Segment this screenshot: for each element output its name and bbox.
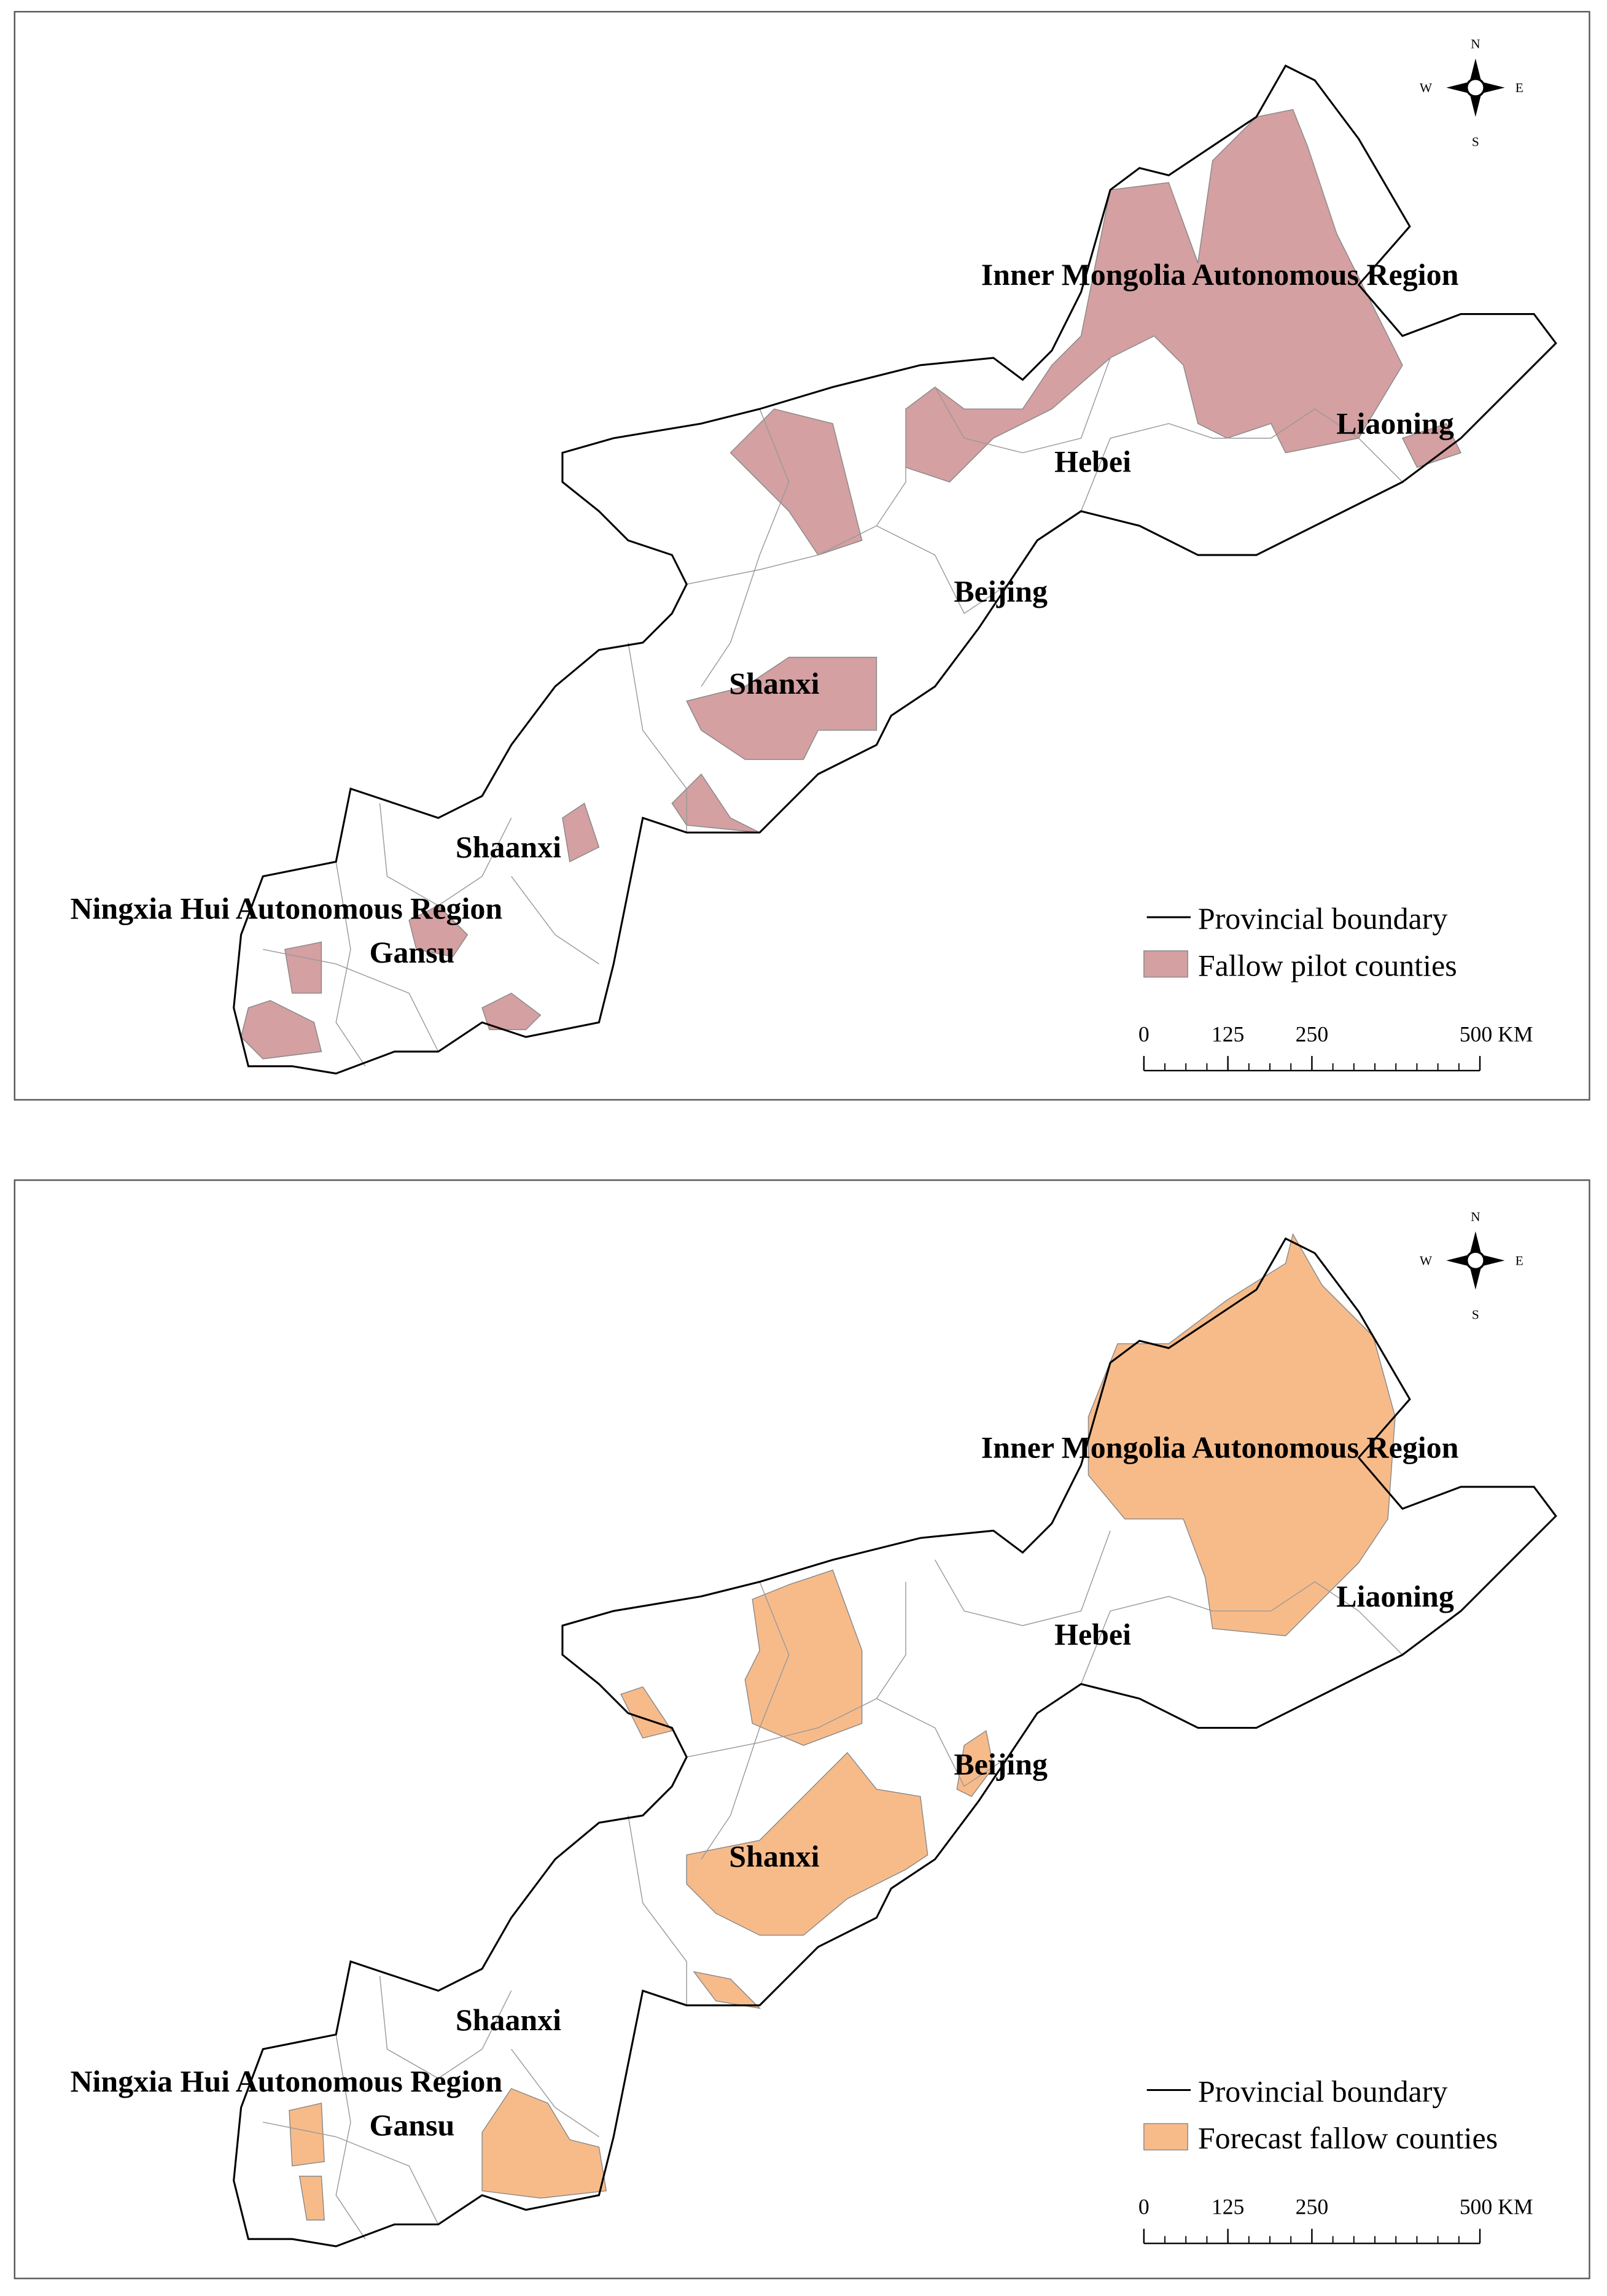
county-highlight	[620, 1686, 673, 1739]
county-highlight	[289, 2103, 325, 2167]
compass-letter: E	[1516, 1253, 1523, 1268]
legend-label: Provincial boundary	[1198, 2074, 1448, 2109]
scale-label: 250	[1296, 1022, 1329, 1046]
compass-center	[1465, 77, 1485, 98]
county-boundary	[876, 525, 1008, 615]
compass-letter: N	[1471, 1209, 1480, 1224]
province-label: Shanxi	[729, 666, 819, 700]
county-boundary	[379, 1976, 512, 2079]
county-boundary	[934, 357, 1111, 454]
county-boundary	[628, 642, 687, 833]
legend-label: Provincial boundary	[1198, 901, 1448, 936]
province-label: Gansu	[369, 2108, 454, 2142]
legend-swatch	[1143, 950, 1188, 978]
county-highlight	[408, 905, 469, 958]
county-highlight	[693, 1971, 761, 2009]
county-boundary	[876, 1698, 1008, 1787]
county-boundary	[628, 1815, 687, 2006]
county-highlight	[686, 656, 877, 760]
province-label: Shaanxi	[456, 830, 561, 864]
province-label: Inner Mongolia Autonomous Region	[981, 257, 1459, 292]
province-label: Liaoning	[1336, 406, 1454, 441]
county-boundary	[335, 2034, 366, 2240]
scale-label: 125	[1212, 2195, 1245, 2219]
county-highlight	[562, 802, 600, 863]
province-label: Hebei	[1054, 1617, 1131, 1651]
county-highlight	[284, 941, 322, 994]
scale-label: 500 KM	[1460, 1022, 1533, 1046]
county-boundary	[934, 1530, 1111, 1626]
province-label: Hebei	[1054, 444, 1131, 478]
map-body: Inner Mongolia Autonomous Region Liaoning…	[70, 1233, 1557, 2248]
county-highlight	[481, 992, 542, 1031]
county-boundary	[701, 1581, 790, 1860]
scale-label: 125	[1212, 1022, 1245, 1046]
scale-label: 500 KM	[1460, 2195, 1533, 2219]
county-boundary	[511, 876, 599, 964]
legend-label: Forecast fallow counties	[1198, 2121, 1498, 2155]
province-label: Ningxia Hui Autonomous Region	[70, 891, 502, 925]
province-label: Gansu	[369, 935, 454, 969]
scale-label: 250	[1296, 2195, 1329, 2219]
compass-letter: S	[1472, 134, 1479, 149]
county-boundary	[379, 803, 512, 906]
province-label: Ningxia Hui Autonomous Region	[70, 2064, 502, 2098]
legend-swatch	[1143, 2123, 1188, 2151]
county-boundary	[687, 409, 906, 585]
provincial-boundary	[233, 1237, 1557, 2248]
map-panel: Inner Mongolia Autonomous Region Liaoning…	[14, 10, 1590, 1101]
scale-label: 0	[1138, 1022, 1150, 1046]
province-label: Beijing	[954, 574, 1048, 608]
county-highlight	[1088, 1233, 1396, 1637]
province-label: Shanxi	[729, 1839, 819, 1874]
province-label: Beijing	[954, 1747, 1048, 1782]
legend-label: Fallow pilot counties	[1198, 948, 1457, 982]
county-highlight	[481, 2088, 607, 2199]
compass-center	[1465, 1251, 1485, 1271]
county-highlight	[671, 773, 760, 833]
county-boundary	[335, 861, 366, 1067]
county-boundary	[511, 2049, 599, 2138]
province-label: Shaanxi	[456, 2003, 561, 2037]
compass-letter: E	[1516, 80, 1523, 95]
county-boundary	[701, 408, 790, 687]
county-boundary	[263, 2122, 439, 2225]
county-highlight	[298, 2176, 325, 2220]
compass-letter: N	[1471, 37, 1480, 52]
compass-letter: W	[1420, 80, 1433, 95]
county-highlight	[730, 408, 863, 556]
county-highlight	[744, 1569, 863, 1746]
county-boundary	[1080, 408, 1403, 511]
county-boundary	[687, 1581, 906, 1758]
compass-letter: W	[1420, 1253, 1433, 1268]
county-highlight	[686, 1751, 928, 1936]
provincial-boundary	[233, 64, 1557, 1075]
county-highlight	[956, 1730, 994, 1798]
province-label: Liaoning	[1336, 1579, 1454, 1613]
county-highlight	[1401, 423, 1462, 468]
province-label: Inner Mongolia Autonomous Region	[981, 1430, 1459, 1464]
map-body: Inner Mongolia Autonomous Region Liaoning…	[70, 64, 1557, 1075]
county-boundary	[263, 948, 439, 1052]
compass-letter: S	[1472, 1307, 1479, 1322]
map-panel: Inner Mongolia Autonomous Region Liaoning…	[14, 1179, 1590, 2279]
county-boundary	[1080, 1581, 1403, 1685]
scale-label: 0	[1138, 2195, 1150, 2219]
